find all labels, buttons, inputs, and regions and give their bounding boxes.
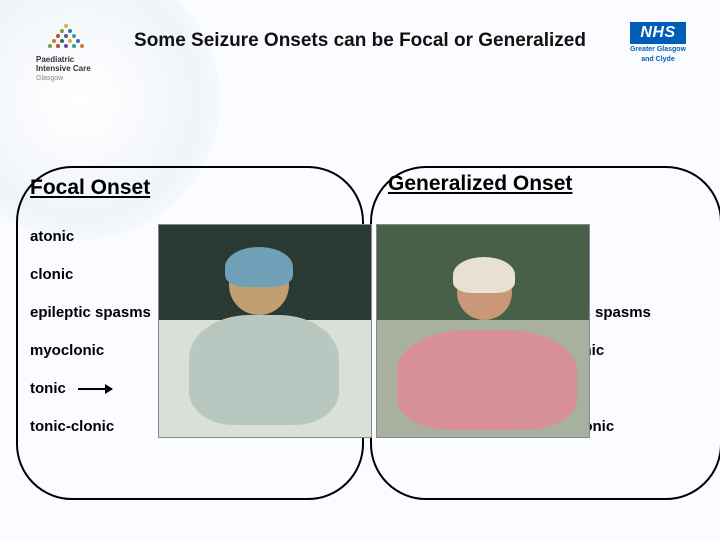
logo-picu-city: Glasgow: [36, 75, 63, 82]
logo-nhs-sub2: and Clyde: [618, 56, 698, 64]
logo-picu-line2: Intensive Care: [36, 65, 94, 74]
arrow-icon: [78, 388, 112, 390]
generalized-onset-title: Generalized Onset: [388, 172, 572, 196]
focal-onset-title: Focal Onset: [30, 176, 150, 200]
slide-title: Some Seizure Onsets can be Focal or Gene…: [0, 30, 720, 52]
list-item: atonic: [30, 228, 151, 245]
list-item: clonic: [30, 266, 151, 283]
generalized-photo: [376, 224, 590, 438]
focal-photo: [158, 224, 372, 438]
list-item: tonic: [30, 380, 151, 397]
list-item: myoclonic: [30, 342, 151, 359]
list-item: tonic-clonic: [30, 418, 151, 435]
list-item: epileptic spasms: [30, 304, 151, 321]
focal-seizure-list: atonic clonic epileptic spasms myoclonic…: [30, 228, 151, 435]
